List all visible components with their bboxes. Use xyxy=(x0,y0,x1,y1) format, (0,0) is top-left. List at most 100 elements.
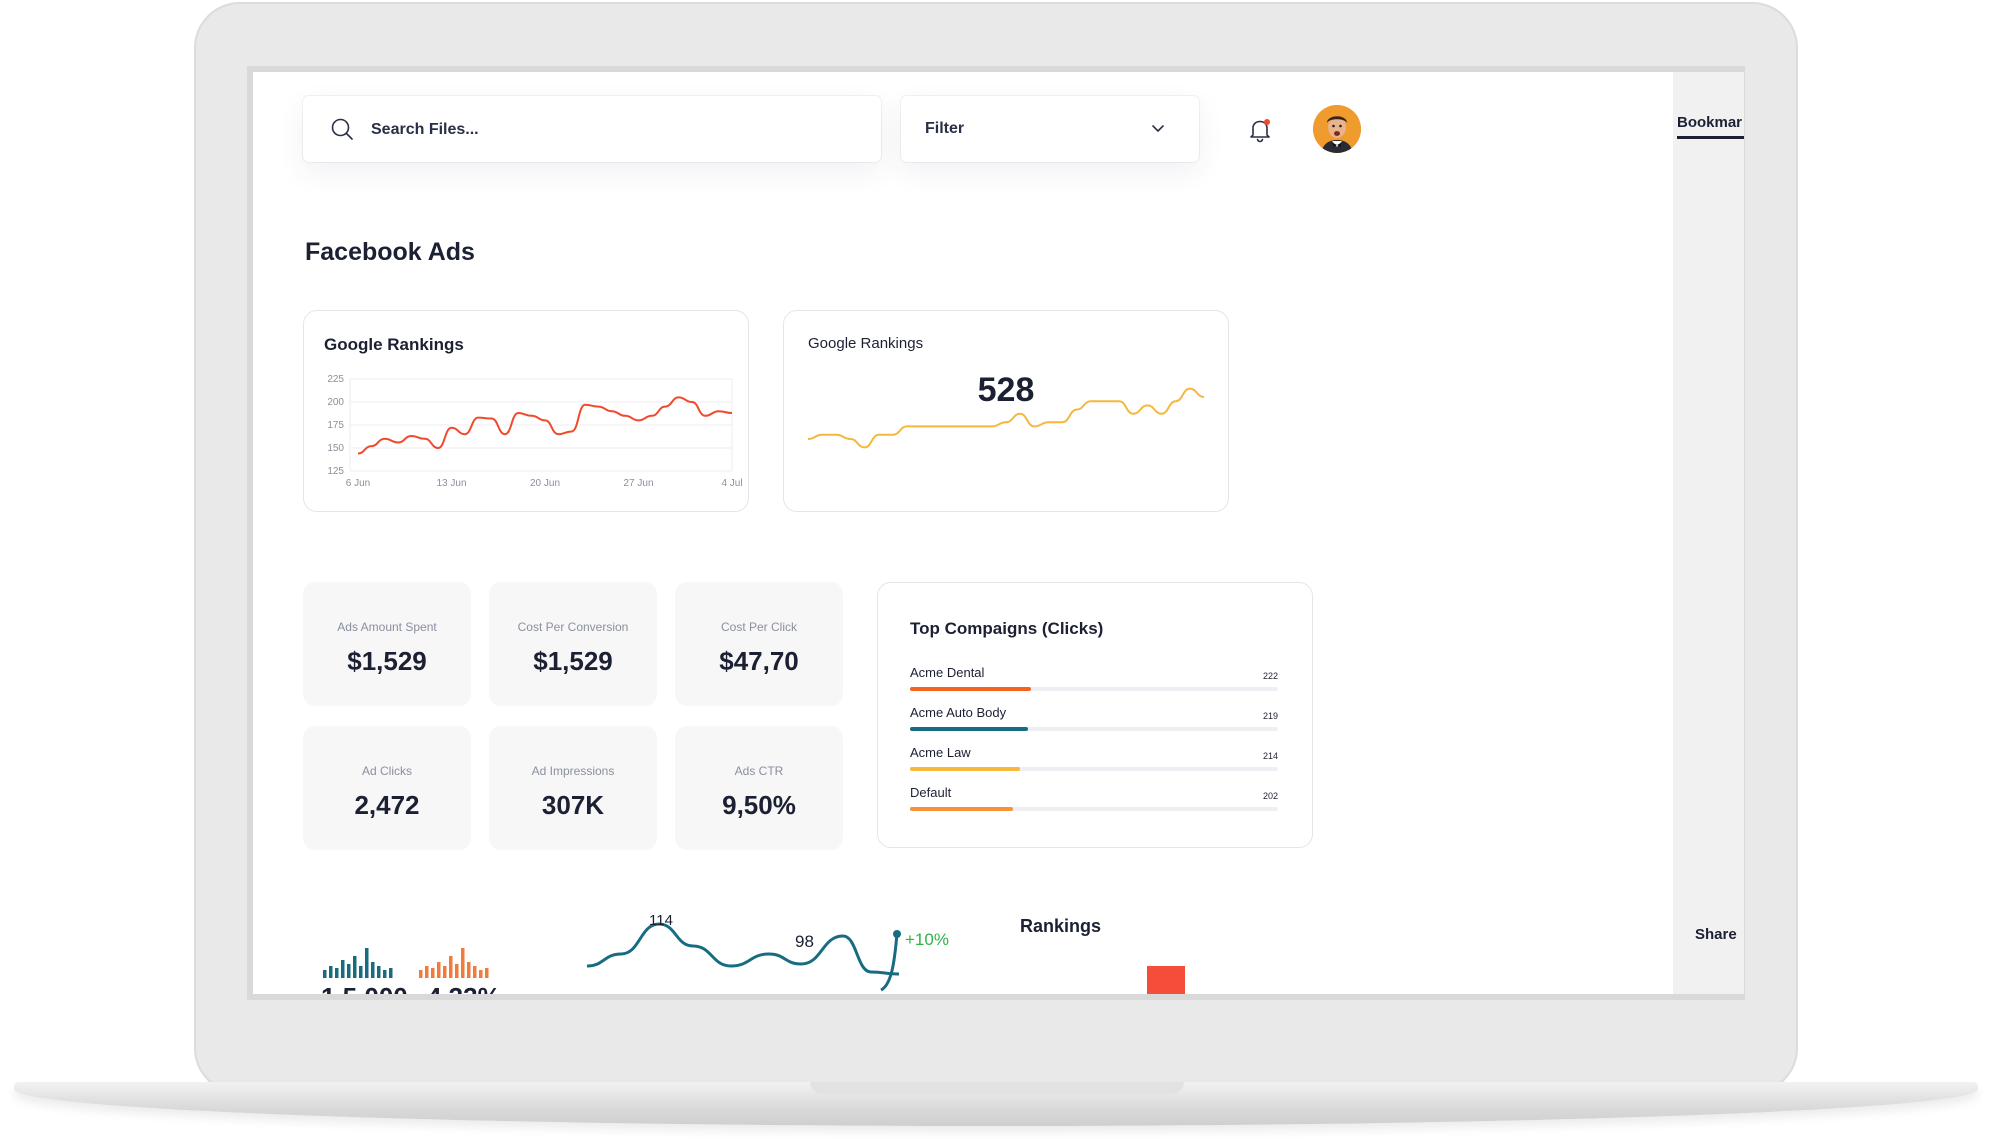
rankings-big-number: 528 xyxy=(977,371,1035,409)
mini-bar xyxy=(377,966,381,978)
mini-bar xyxy=(371,962,375,978)
mini-bar xyxy=(341,960,345,978)
y-tick-label: 200 xyxy=(327,397,344,408)
mini-bar xyxy=(455,964,459,978)
y-tick-label: 175 xyxy=(327,420,344,431)
mini-bar xyxy=(485,968,489,978)
stat-ad-clicks: Ad Clicks 2,472 xyxy=(303,726,471,850)
mini-bar xyxy=(353,956,357,978)
google-rankings-number-card: Google Rankings 528 xyxy=(783,310,1229,512)
campaign-value: 219 xyxy=(1262,711,1278,721)
wave-line-chart xyxy=(586,922,901,992)
campaign-bar xyxy=(910,807,1014,811)
search-icon xyxy=(331,118,353,140)
stat-label: Ads Amount Spent xyxy=(337,620,437,634)
wave-end-point xyxy=(893,930,901,938)
side-share-button[interactable]: Share xyxy=(1695,926,1737,943)
card-title: Google Rankings xyxy=(324,335,464,354)
campaign-row[interactable]: Default 202 xyxy=(910,785,1278,825)
mini-bar xyxy=(335,968,339,978)
avatar-face-icon xyxy=(1313,105,1361,153)
mini-bar xyxy=(359,966,363,978)
campaign-value: 222 xyxy=(1262,671,1278,681)
filter-label: Filter xyxy=(925,120,965,137)
card-title: Google Rankings xyxy=(808,335,924,352)
side-tab-underline xyxy=(1677,136,1744,139)
filter-dropdown[interactable]: Filter xyxy=(901,96,1199,162)
card-title: Top Compaigns (Clicks) xyxy=(910,619,1104,638)
campaign-row[interactable]: Acme Dental 222 xyxy=(910,665,1278,705)
stat-cost-per-click: Cost Per Click $47,70 xyxy=(675,582,843,706)
chevron-down-icon xyxy=(1152,125,1164,132)
stat-value: 2,472 xyxy=(354,790,420,820)
stat-value: $47,70 xyxy=(719,646,799,676)
rankings-line-chart: 125 150 175 200 225 6 Jun 13 Jun 20 Jun 27 Jun 4 … xyxy=(327,374,742,489)
mini-bar-charts xyxy=(323,948,489,978)
mini-bar xyxy=(425,966,429,978)
x-tick-label: 6 Jun xyxy=(346,478,370,489)
campaign-track xyxy=(910,687,1278,691)
stat-label: Cost Per Click xyxy=(720,620,797,634)
wave-change: +10% xyxy=(905,930,949,949)
mini-bar xyxy=(383,970,387,978)
x-tick-label: 27 Jun xyxy=(623,478,653,489)
y-tick-label: 150 xyxy=(327,443,344,454)
search-input[interactable] xyxy=(369,116,853,144)
user-avatar[interactable] xyxy=(1313,105,1361,153)
mini-bar xyxy=(329,966,333,978)
campaign-track xyxy=(910,807,1278,811)
wave-label-peak: 114 xyxy=(649,912,673,929)
mini-bar xyxy=(467,962,471,978)
stat-value: 9,50% xyxy=(722,790,796,820)
y-tick-label: 125 xyxy=(327,466,344,477)
mini-bar xyxy=(347,964,351,978)
campaign-name: Acme Law xyxy=(910,745,971,760)
campaign-row[interactable]: Acme Auto Body 219 xyxy=(910,705,1278,745)
rankings-sparkline xyxy=(807,387,1205,449)
stat-cost-per-conversion: Cost Per Conversion $1,529 xyxy=(489,582,657,706)
wave-tail xyxy=(880,933,899,992)
mini-bar xyxy=(449,956,453,978)
campaign-name: Acme Auto Body xyxy=(910,705,1007,720)
page-title: Facebook Ads xyxy=(305,238,475,266)
stat-ads-ctr: Ads CTR 9,50% xyxy=(675,726,843,850)
side-tab-bookmarks[interactable]: Bookmar xyxy=(1677,114,1743,131)
stat-value: $1,529 xyxy=(533,646,613,676)
campaign-row[interactable]: Acme Law 214 xyxy=(910,745,1278,785)
stat-label: Cost Per Conversion xyxy=(517,620,629,634)
x-tick-label: 20 Jun xyxy=(530,478,560,489)
bottom-value-right: 4.33% xyxy=(427,982,501,994)
side-panel: Bookmar Share xyxy=(1673,72,1744,994)
top-campaigns-card: Top Compaigns (Clicks) Acme Dental 222 A… xyxy=(877,582,1313,848)
mini-bar xyxy=(443,966,447,978)
campaign-value: 202 xyxy=(1262,791,1278,801)
mini-bar xyxy=(389,968,393,978)
wave-series xyxy=(586,922,900,976)
dashboard-screen: Filter Facebook Ads Google Rankings 125 1… xyxy=(253,72,1673,994)
mini-bar xyxy=(365,948,369,978)
campaign-value: 214 xyxy=(1262,751,1278,761)
stat-label: Ad Clicks xyxy=(361,764,412,778)
search-box[interactable] xyxy=(303,96,881,162)
stat-ads-amount-spent: Ads Amount Spent $1,529 xyxy=(303,582,471,706)
ranking-bar xyxy=(1147,966,1185,994)
notification-bell-icon[interactable] xyxy=(1246,116,1274,144)
bottom-value-left: 1,5,000 xyxy=(321,982,408,994)
rankings-bar-chart xyxy=(1147,966,1185,994)
stat-label: Ads CTR xyxy=(734,764,784,778)
campaign-track xyxy=(910,727,1278,731)
mini-bar xyxy=(479,970,483,978)
x-tick-label: 13 Jun xyxy=(436,478,466,489)
campaign-bar xyxy=(910,687,1032,691)
x-tick-label: 4 Jul xyxy=(721,478,742,489)
mini-bar xyxy=(419,970,423,978)
campaign-bar xyxy=(910,727,1028,731)
google-rankings-chart-card: Google Rankings 125 150 175 200 225 6 Jun 13 J… xyxy=(303,310,749,512)
sparkline-series xyxy=(807,387,1205,449)
stat-value: $1,529 xyxy=(347,646,427,676)
wave-label-second: 98 xyxy=(795,932,814,951)
rankings-title: Rankings xyxy=(1020,916,1102,936)
campaign-bar xyxy=(910,767,1021,771)
series-line xyxy=(357,396,733,455)
mini-bar xyxy=(461,948,465,978)
